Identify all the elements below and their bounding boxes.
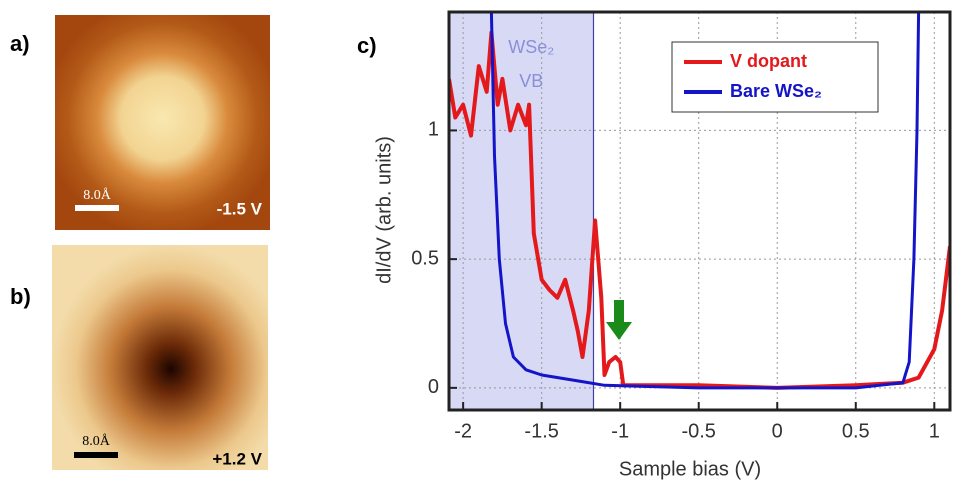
panel-label: a) xyxy=(10,31,30,56)
stm-image xyxy=(52,245,268,470)
y-tick-label: 0 xyxy=(428,376,439,398)
series-layer xyxy=(449,12,950,390)
scale-label: 8.0Å xyxy=(82,433,111,449)
x-tick-label: 0.5 xyxy=(842,420,870,442)
plot-frame xyxy=(447,10,952,412)
y-tick-label: 0.5 xyxy=(411,247,439,269)
y-axis-title: dI/dV (arb. units) xyxy=(373,136,395,284)
legend-label: Bare WSe₂ xyxy=(730,81,822,101)
x-tick-label: -0.5 xyxy=(681,420,715,442)
vb-region xyxy=(449,12,594,410)
x-tick-label: -1 xyxy=(611,420,629,442)
x-tick-label: -2 xyxy=(454,420,472,442)
x-tick-label: -1.5 xyxy=(524,420,558,442)
scale-bar xyxy=(74,452,118,458)
panel-label: c) xyxy=(357,33,377,58)
x-axis-title: Sample bias (V) xyxy=(619,458,761,480)
panel-label: b) xyxy=(10,284,31,309)
y-tick-label: 1 xyxy=(428,119,439,141)
scale-bar xyxy=(75,205,119,211)
legend-box xyxy=(671,41,879,113)
bias-label: +1.2 V xyxy=(212,449,262,468)
x-tick-label: 0 xyxy=(772,420,783,442)
bias-label: -1.5 V xyxy=(217,199,263,218)
stm-image xyxy=(55,15,270,230)
x-tick-label: 1 xyxy=(929,420,940,442)
legend-label: V dopant xyxy=(730,51,807,71)
arrow xyxy=(606,300,632,340)
scale-label: 8.0Å xyxy=(83,187,112,203)
vb-label: WSe₂ xyxy=(508,37,554,57)
vb-label: VB xyxy=(519,71,543,91)
series-line xyxy=(489,12,921,390)
